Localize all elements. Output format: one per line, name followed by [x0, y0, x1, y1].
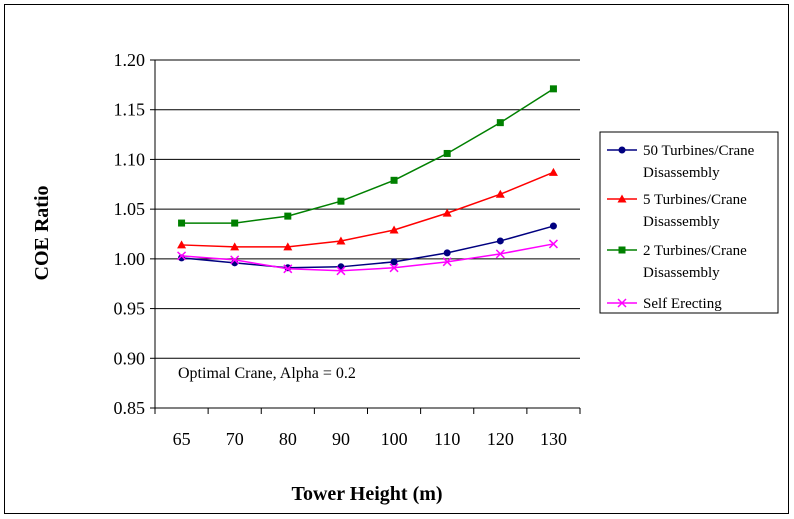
data-point: [390, 258, 398, 266]
data-point: [548, 239, 558, 249]
x-tick-label: 70: [226, 429, 244, 449]
data-point: [231, 219, 239, 227]
legend-label: Disassembly: [643, 165, 720, 181]
series-line: [181, 171, 554, 248]
legend-swatch-marker: [617, 194, 627, 203]
y-tick-label: 1.15: [114, 100, 146, 120]
y-axis-title: COE Ratio: [31, 186, 53, 281]
legend-swatch-marker: [617, 298, 627, 308]
legend-label: Disassembly: [643, 265, 720, 281]
data-point: [283, 264, 293, 274]
data-point: [443, 149, 451, 157]
y-tick-label: 1.10: [114, 149, 146, 169]
y-tick-label: 0.90: [114, 348, 146, 368]
data-point: [337, 197, 345, 205]
legend-label: Disassembly: [643, 214, 720, 230]
data-point: [390, 176, 398, 184]
legend-label: 5 Turbines/Crane: [643, 192, 747, 208]
legend-label: Self Erecting: [643, 296, 722, 312]
x-axis-title: Tower Height (m): [291, 483, 442, 505]
data-point: [496, 119, 504, 127]
series-line: [181, 225, 554, 269]
data-point: [549, 85, 557, 93]
data-point: [496, 237, 504, 245]
data-point: [495, 189, 505, 198]
tick-labels: 0.85 0.90 0.95 1.00 1.05 1.10 1.15 1.20 65 70 80 90…: [114, 50, 567, 449]
legend-entry-2: 5 Turbines/Crane Disassembly: [607, 192, 747, 230]
legend-entry-3: 2 Turbines/Crane Disassembly: [607, 243, 747, 281]
x-tick-label: 80: [279, 429, 297, 449]
data-point: [442, 208, 452, 217]
y-tick-label: 0.85: [114, 398, 146, 418]
data-point: [230, 242, 240, 251]
x-tick-label: 100: [381, 429, 408, 449]
chart-annotation: Optimal Crane, Alpha = 0.2: [178, 365, 356, 382]
data-point: [284, 212, 292, 220]
axes: [150, 59, 581, 414]
legend-swatch-marker: [618, 146, 626, 154]
data-point: [177, 251, 187, 261]
x-tick-label: 90: [332, 429, 350, 449]
series-lines: [177, 85, 558, 276]
series-3: [178, 85, 557, 227]
data-point: [336, 236, 346, 245]
data-point: [283, 242, 293, 251]
series-line: [181, 88, 554, 224]
x-tick-label: 110: [434, 429, 460, 449]
x-tick-label: 130: [540, 429, 567, 449]
data-point: [495, 249, 505, 259]
data-point: [443, 249, 451, 257]
y-tick-label: 1.20: [114, 50, 146, 70]
legend-entry-1: 50 Turbines/Crane Disassembly: [607, 143, 755, 181]
legend-entry-4: Self Erecting: [607, 296, 722, 312]
y-tick-label: 1.05: [114, 199, 146, 219]
y-tick-label: 0.95: [114, 299, 146, 319]
data-point: [442, 257, 452, 267]
x-tick-label: 120: [487, 429, 514, 449]
data-point: [178, 219, 186, 227]
legend-label: 50 Turbines/Crane: [643, 143, 755, 159]
x-tick-label: 65: [173, 429, 191, 449]
data-point: [389, 263, 399, 273]
legend-label: 2 Turbines/Crane: [643, 243, 747, 259]
series-2: [177, 167, 558, 251]
data-point: [177, 240, 187, 249]
data-point: [336, 266, 346, 276]
data-point: [389, 225, 399, 234]
data-point: [549, 222, 557, 230]
y-tick-label: 1.00: [114, 249, 146, 269]
data-point: [548, 167, 558, 176]
legend-box: [599, 131, 779, 314]
legend-swatch-marker: [618, 246, 626, 254]
data-point: [230, 255, 240, 265]
series-4: [177, 239, 558, 276]
series-line: [181, 243, 554, 272]
